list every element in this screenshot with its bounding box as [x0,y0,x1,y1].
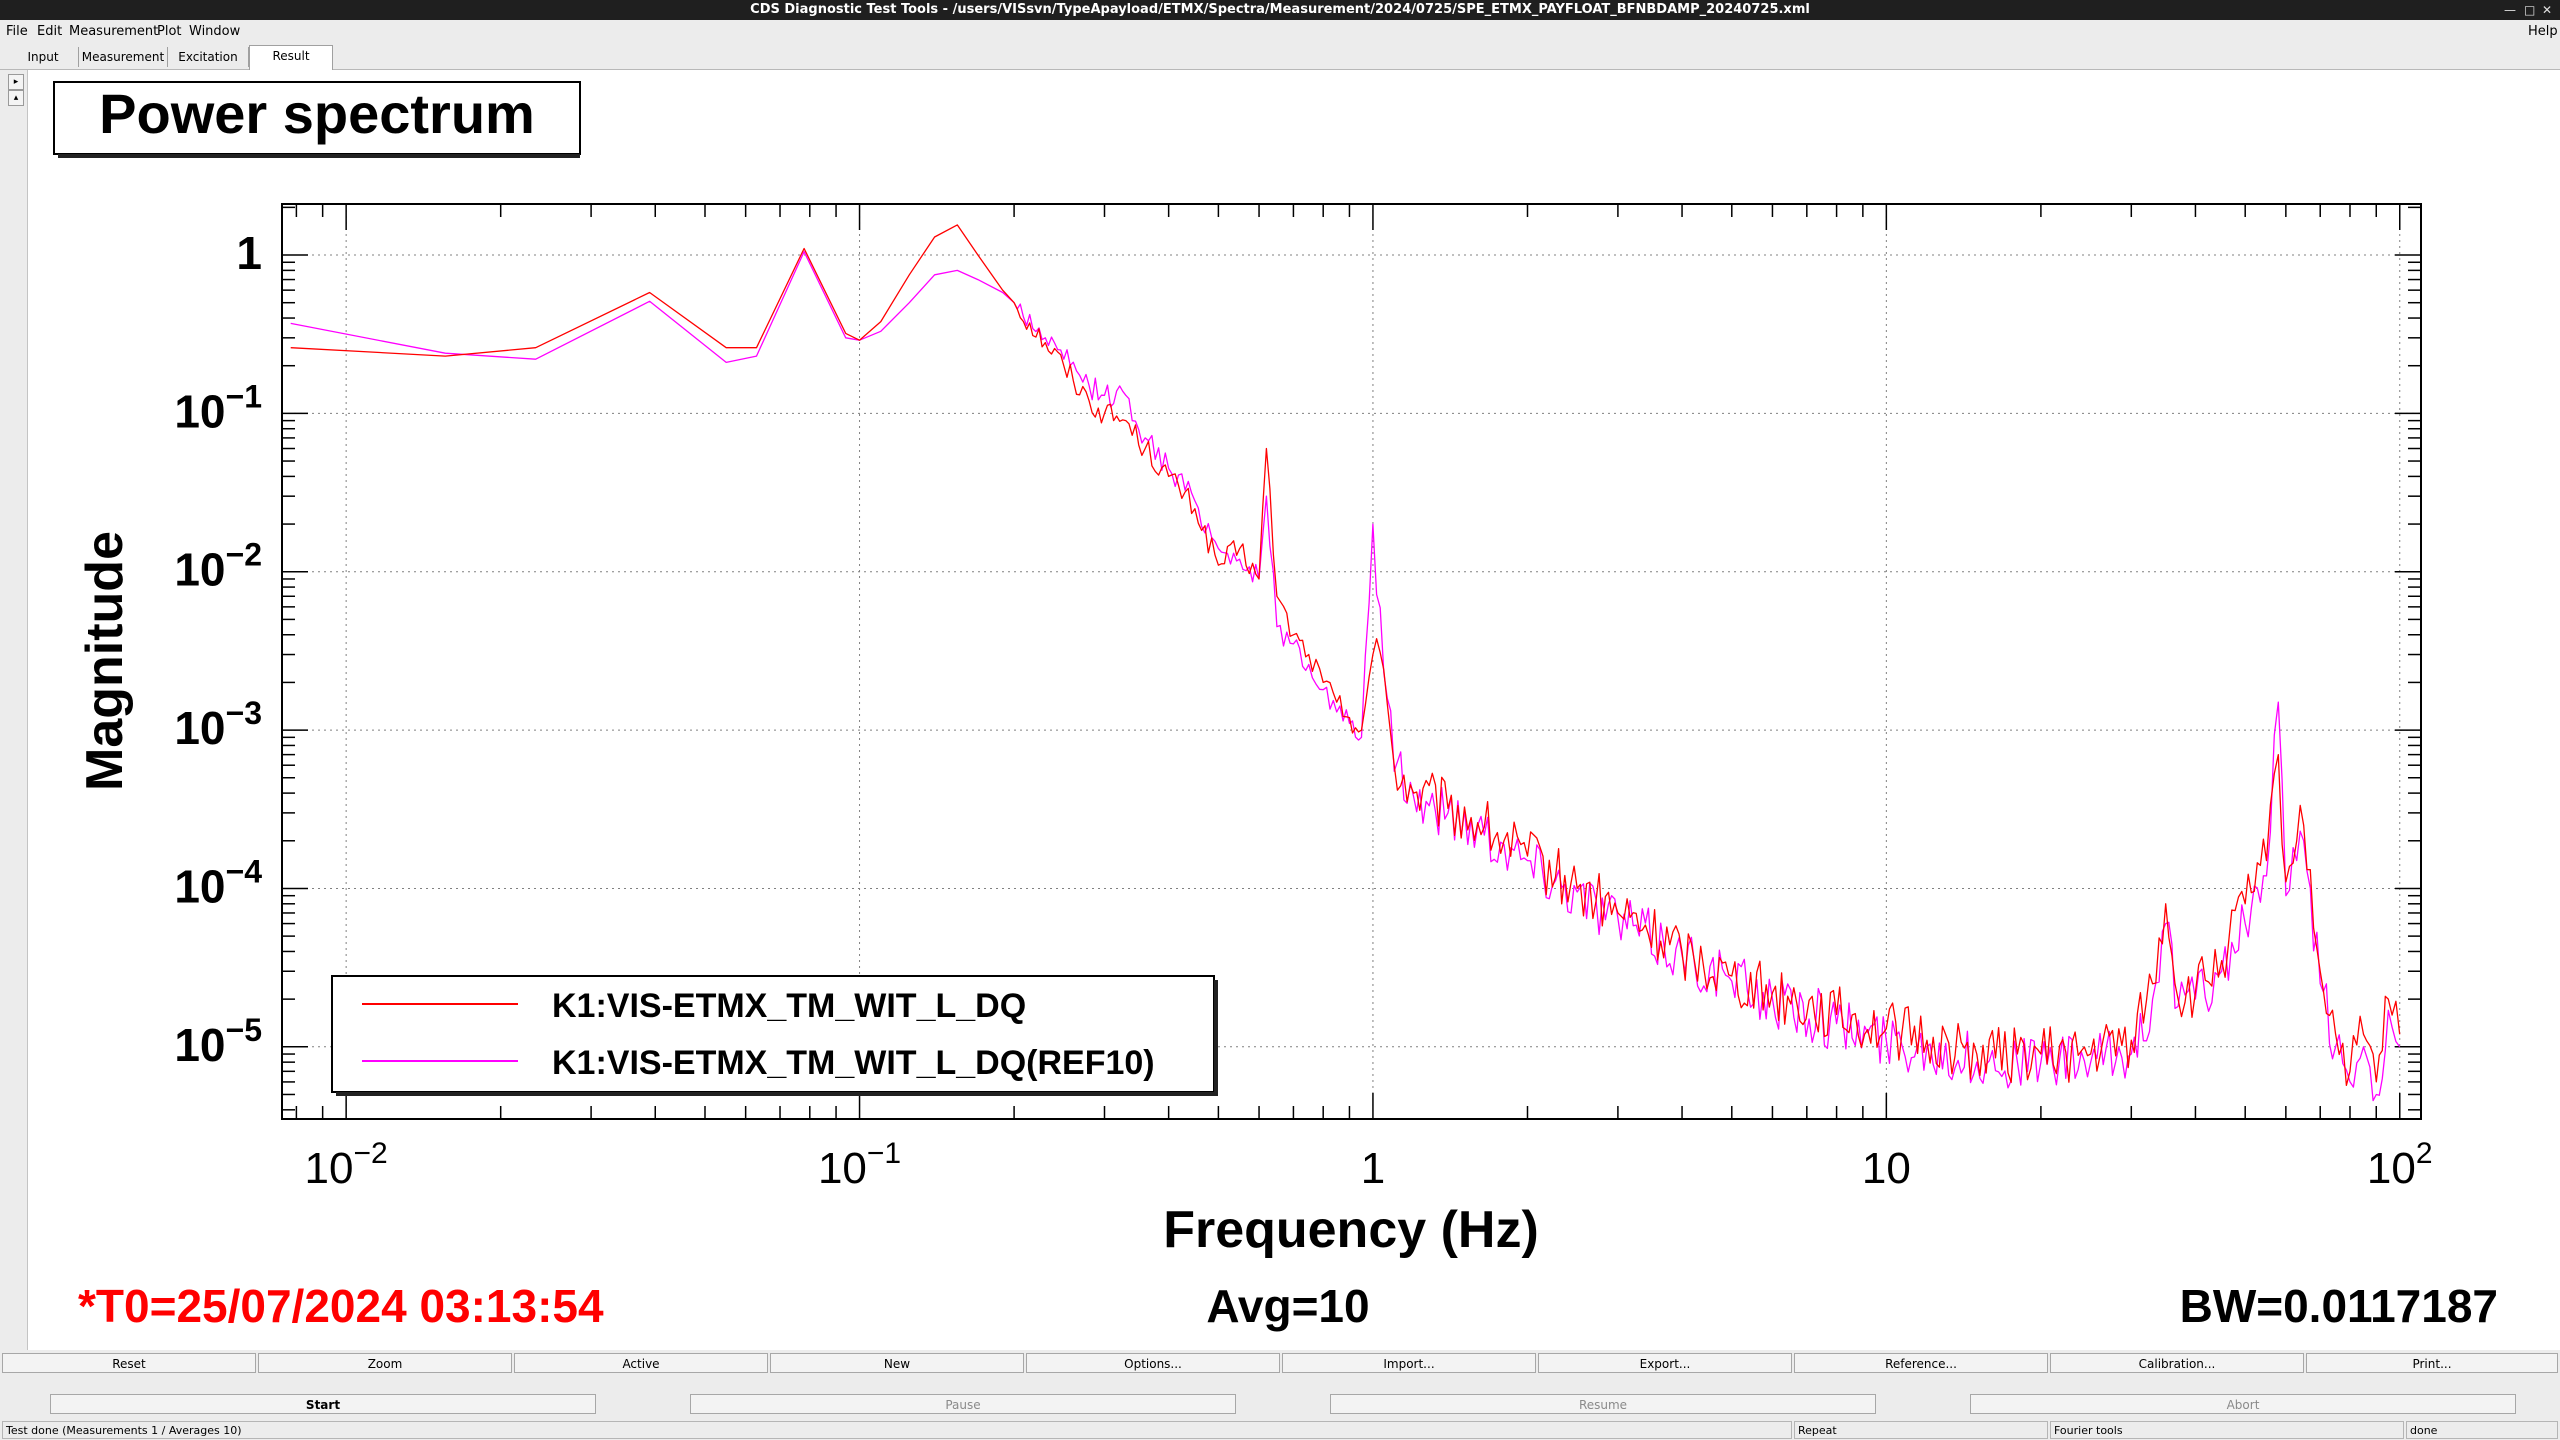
import-button[interactable]: Import... [1282,1353,1536,1373]
window-title-bar: CDS Diagnostic Test Tools - /users/VISsv… [0,0,2560,20]
y-tick-label: 10−2 [174,537,262,596]
traces [290,224,2401,1102]
left-panel-strip: ▸ ▴ [0,70,28,1350]
status-message: Test done (Measurements 1 / Averages 10) [2,1421,1792,1439]
menu-window[interactable]: Window [189,24,241,39]
status-fourier: Fourier tools [2050,1421,2404,1439]
options-button[interactable]: Options... [1026,1353,1280,1373]
x-tick-labels: 10−2 10−1 1 10 102 [305,1137,2433,1193]
pause-button[interactable]: Pause [690,1394,1236,1414]
y-tick-label: 1 [236,227,262,279]
reference-button[interactable]: Reference... [1794,1353,2048,1373]
expand-right-icon[interactable]: ▸ [8,74,24,90]
calibration-button[interactable]: Calibration... [2050,1353,2304,1373]
tab-excitation[interactable]: Excitation [168,47,249,67]
plot-frame [281,203,2422,1120]
menu-measurement[interactable]: Measurement [69,24,159,39]
x-tick-label: 10 [1862,1144,1911,1193]
legend-shadow-right [1214,980,1218,1096]
reset-button[interactable]: Reset [2,1353,256,1373]
abort-button[interactable]: Abort [1970,1394,2516,1414]
x-tick-label: 10−1 [818,1137,901,1193]
power-spectrum-plot[interactable]: Power spectrum 10−2 10−1 1 10 102 110−110−21… [28,70,2560,1350]
tab-result[interactable]: Result [249,45,333,70]
menu-file[interactable]: File [6,24,28,39]
legend-label-series2: K1:VIS-ETMX_TM_WIT_L_DQ(REF10) [552,1044,1155,1082]
close-icon[interactable]: ✕ [2542,3,2553,17]
print-button[interactable]: Print... [2306,1353,2558,1373]
t0-timestamp: *T0=25/07/2024 03:13:54 [78,1280,604,1332]
plot-toolbar: Reset Zoom Active New Options... Import.… [0,1350,2560,1376]
maximize-icon[interactable]: □ [2524,3,2536,17]
legend-box [331,975,1215,1093]
plot-title: Power spectrum [99,82,535,145]
plot-pad[interactable]: Power spectrum 10−2 10−1 1 10 102 1 10−1 10−2 1… [28,70,2560,1350]
status-state: done [2406,1421,2558,1439]
tab-measurement[interactable]: Measurement [79,47,168,67]
tab-bar: Input Measurement Excitation Result [0,43,2560,70]
control-toolbar: Start Pause Resume Abort [0,1376,2560,1420]
plot-title-shadow [58,154,580,158]
x-tick-label: 102 [2367,1137,2433,1193]
collapse-up-icon[interactable]: ▴ [8,90,24,106]
x-axis-label: Frequency (Hz) [1163,1201,1539,1259]
minimize-icon[interactable]: — [2504,3,2516,17]
y-axis-label: Magnitude [76,531,134,791]
y-tick-label: 10−4 [174,853,262,912]
y-tick-label: 10−5 [174,1012,262,1071]
legend-shadow-bottom [336,1092,1218,1096]
resume-button[interactable]: Resume [1330,1394,1876,1414]
axes [282,204,2421,1119]
new-button[interactable]: New [770,1353,1024,1373]
y-tick-label: 10−1 [174,378,262,437]
window-title: CDS Diagnostic Test Tools - /users/VISsv… [750,2,1810,17]
export-button[interactable]: Export... [1538,1353,1792,1373]
x-tick-label: 1 [1361,1144,1385,1193]
start-button[interactable]: Start [50,1394,596,1414]
menu-edit[interactable]: Edit [37,24,63,39]
status-bar: Test done (Measurements 1 / Averages 10)… [0,1420,2560,1440]
tab-input[interactable]: Input [8,47,79,67]
plot-title-box [53,81,581,155]
average-count: Avg=10 [1206,1280,1369,1332]
trace-series-2 [290,251,2401,1102]
status-repeat: Repeat [1794,1421,2048,1439]
active-button[interactable]: Active [514,1353,768,1373]
legend-label-series1: K1:VIS-ETMX_TM_WIT_L_DQ [552,987,1026,1025]
menu-help[interactable]: Help [2528,24,2558,39]
trace-series-1 [290,224,2401,1087]
zoom-button[interactable]: Zoom [258,1353,512,1373]
y-tick-label: 10−3 [174,695,262,754]
bandwidth: BW=0.0117187 [2180,1280,2498,1332]
x-tick-label: 10−2 [305,1137,388,1193]
y-tick-labels: 1 10−1 10−2 10−3 10−4 10−5 [174,227,262,1071]
menu-plot[interactable]: Plot [157,24,182,39]
menu-bar: File Edit Measurement Plot Window Help [0,20,2560,43]
